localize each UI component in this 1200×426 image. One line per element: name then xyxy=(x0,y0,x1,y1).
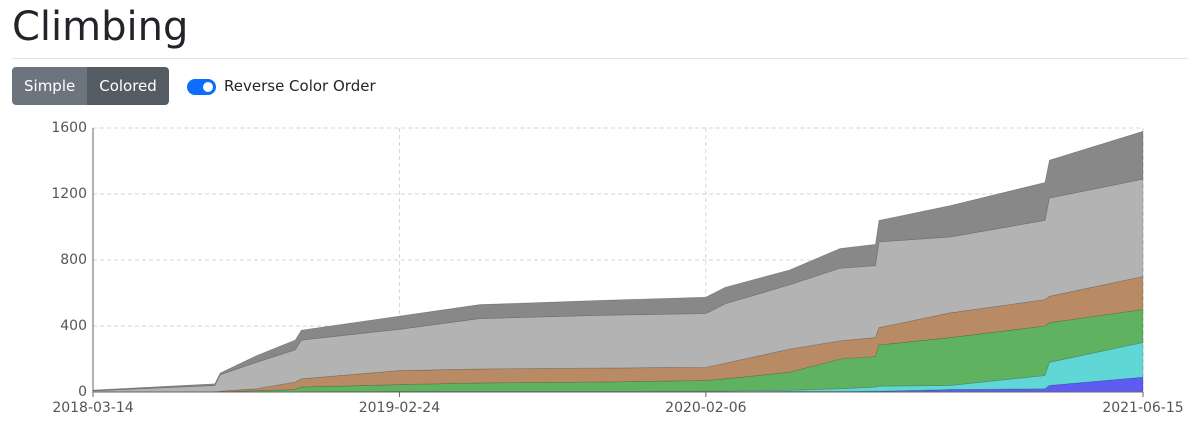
y-tick-label: 800 xyxy=(60,252,87,268)
area xyxy=(92,276,1144,393)
y-tick-label: 400 xyxy=(60,318,87,334)
divider xyxy=(12,58,1188,59)
y-tick-label: 1600 xyxy=(51,120,87,136)
x-tick-label: 2021-06-15 xyxy=(1102,400,1183,416)
reverse-toggle[interactable] xyxy=(187,79,216,95)
page-title: Climbing xyxy=(12,4,189,50)
mode-buttons: Simple Colored xyxy=(12,67,169,105)
toggle-label[interactable]: Reverse Color Order xyxy=(224,77,376,95)
simple-button[interactable]: Simple xyxy=(12,67,88,105)
area xyxy=(92,178,1144,393)
x-tick-label: 2019-02-24 xyxy=(359,400,440,416)
colored-button[interactable]: Colored xyxy=(87,67,169,105)
x-tick-label: 2018-03-14 xyxy=(52,400,133,416)
y-tick-label: 0 xyxy=(78,384,87,400)
area xyxy=(92,130,1144,392)
x-tick-label: 2020-02-06 xyxy=(665,400,746,416)
y-tick-label: 1200 xyxy=(51,186,87,202)
